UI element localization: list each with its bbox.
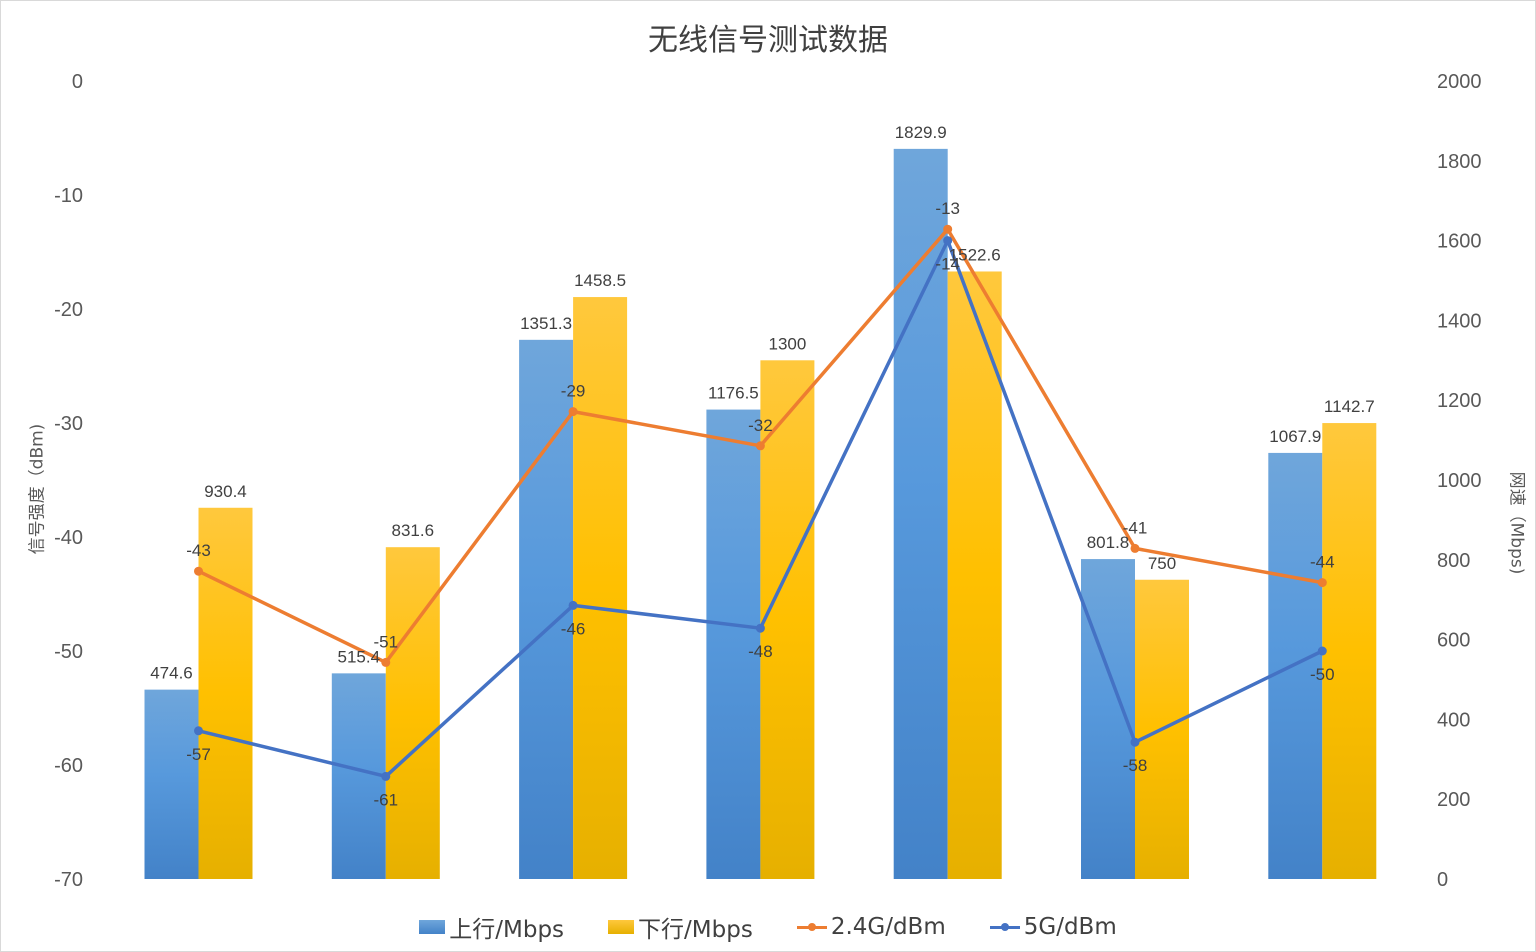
point-5g — [755, 623, 765, 633]
line-data-label-5g: -50 — [1310, 665, 1335, 684]
bar-download — [760, 360, 815, 879]
point-24g — [568, 407, 578, 417]
point-24g — [194, 566, 203, 576]
y-tick-label-left: -60 — [54, 755, 83, 777]
point-5g — [194, 726, 203, 736]
y-tick-label-left: 0 — [72, 71, 83, 93]
legend-item-5g: 5G/dBm — [989, 914, 1117, 940]
point-24g — [1130, 543, 1140, 553]
bar-upload — [893, 148, 948, 880]
bar-data-label: 801.8 — [1087, 533, 1130, 552]
y-tick-label-right: 800 — [1437, 550, 1470, 572]
bar-data-label: 750 — [1148, 554, 1176, 573]
line-data-label-24g: -32 — [748, 416, 773, 435]
bar-data-label: 1522.6 — [949, 245, 1001, 264]
bar-upload — [519, 339, 574, 879]
point-5g — [568, 600, 578, 610]
bar-data-label: 831.6 — [392, 521, 435, 540]
line-data-label-5g: -14 — [935, 255, 960, 274]
bar-data-label: 1142.7 — [1324, 397, 1375, 416]
bar-data-label: 930.4 — [204, 482, 247, 501]
y-tick-label-right: 1200 — [1437, 390, 1482, 412]
bar-data-label: 1176.5 — [708, 384, 759, 403]
point-5g — [1317, 646, 1327, 656]
y-tick-label-left: -70 — [54, 869, 83, 891]
legend-label-24g: 2.4G/dBm — [830, 914, 946, 940]
y-tick-label-right: 2000 — [1437, 71, 1482, 93]
legend-swatch-upload — [419, 920, 446, 934]
point-24g — [1317, 578, 1327, 588]
legend-swatch-5g — [989, 920, 1020, 934]
bar-download — [385, 547, 440, 879]
line-data-label-24g: -51 — [374, 632, 399, 651]
bar-data-label: 474.6 — [150, 664, 193, 683]
point-24g — [755, 441, 765, 451]
line-data-label-5g: -48 — [748, 642, 773, 661]
y-tick-label-right: 400 — [1437, 709, 1470, 731]
point-5g — [1130, 737, 1140, 747]
legend-swatch-download — [608, 920, 635, 934]
line-series — [194, 224, 1327, 781]
y-tick-label-right: 1600 — [1437, 231, 1482, 253]
point-5g — [381, 771, 391, 781]
line-data-label-24g: -41 — [1123, 518, 1148, 537]
y-tick-label-left: -20 — [54, 299, 83, 321]
bar-data-label: 1067.9 — [1269, 427, 1321, 446]
y-tick-label-left: -50 — [54, 641, 83, 663]
bar-download — [198, 507, 253, 879]
bar-data-label: 1829.9 — [895, 123, 947, 142]
point-5g — [943, 236, 953, 246]
y-tick-label-left: -30 — [54, 413, 83, 435]
bar-upload — [331, 673, 386, 879]
bar-upload — [144, 689, 199, 879]
y-axis-left: 0 -10 -20 -30 -40 -50 -60 -70 — [54, 71, 83, 891]
line-data-label-24g: -44 — [1310, 553, 1335, 572]
bar-download — [947, 271, 1002, 879]
line-data-label-5g: -61 — [374, 790, 399, 809]
data-labels: 474.6 515.4 1351.3 1176.5 1829.9 801.8 1067.9 9… — [150, 123, 1374, 810]
bar-upload — [706, 409, 761, 879]
y-tick-label-right: 600 — [1437, 630, 1470, 652]
chart-title: 无线信号测试数据 — [648, 23, 888, 58]
bar-data-label: 1458.5 — [574, 271, 626, 290]
line-data-label-5g: -57 — [186, 745, 211, 764]
legend-item-24g: 2.4G/dBm — [796, 914, 946, 940]
line-data-label-5g: -58 — [1123, 756, 1148, 775]
line-data-label-24g: -29 — [561, 382, 586, 401]
bar-download — [573, 297, 628, 880]
legend-swatch-24g — [796, 920, 827, 934]
bar-data-label: 515.4 — [338, 647, 381, 666]
point-24g — [943, 224, 953, 234]
point-24g — [381, 657, 391, 667]
y-tick-label-left: -10 — [54, 185, 83, 207]
bar-data-label: 1351.3 — [520, 314, 572, 333]
y-tick-label-right: 200 — [1437, 789, 1470, 811]
line-data-label-5g: -46 — [561, 619, 586, 638]
legend-item-download: 下行/Mbps — [608, 910, 753, 944]
chart-plot: 0-10-20-30-40-50-60-70 20001800160014001… — [54, 71, 1482, 891]
bar-download — [1322, 423, 1377, 879]
bar-series — [144, 148, 1377, 880]
legend-label-download: 下行/Mbps — [638, 917, 753, 943]
bar-data-label: 1300 — [768, 334, 806, 353]
legend-label-upload: 上行/Mbps — [449, 917, 565, 943]
y-tick-label-right: 1400 — [1437, 310, 1482, 332]
y-tick-label-right: 1000 — [1437, 470, 1482, 492]
line-data-label-24g: -13 — [935, 199, 960, 218]
y-tick-label-right: 0 — [1437, 869, 1448, 891]
line-data-label-24g: -43 — [186, 541, 211, 560]
y-tick-label-left: -40 — [54, 527, 83, 549]
legend: 上行/Mbps 下行/Mbps 2.4G/dBm 5G/dBm — [1, 907, 1535, 947]
legend-label-5g: 5G/dBm — [1023, 914, 1117, 940]
legend-item-upload: 上行/Mbps — [419, 910, 564, 944]
y-tick-label-right: 1800 — [1437, 151, 1482, 173]
